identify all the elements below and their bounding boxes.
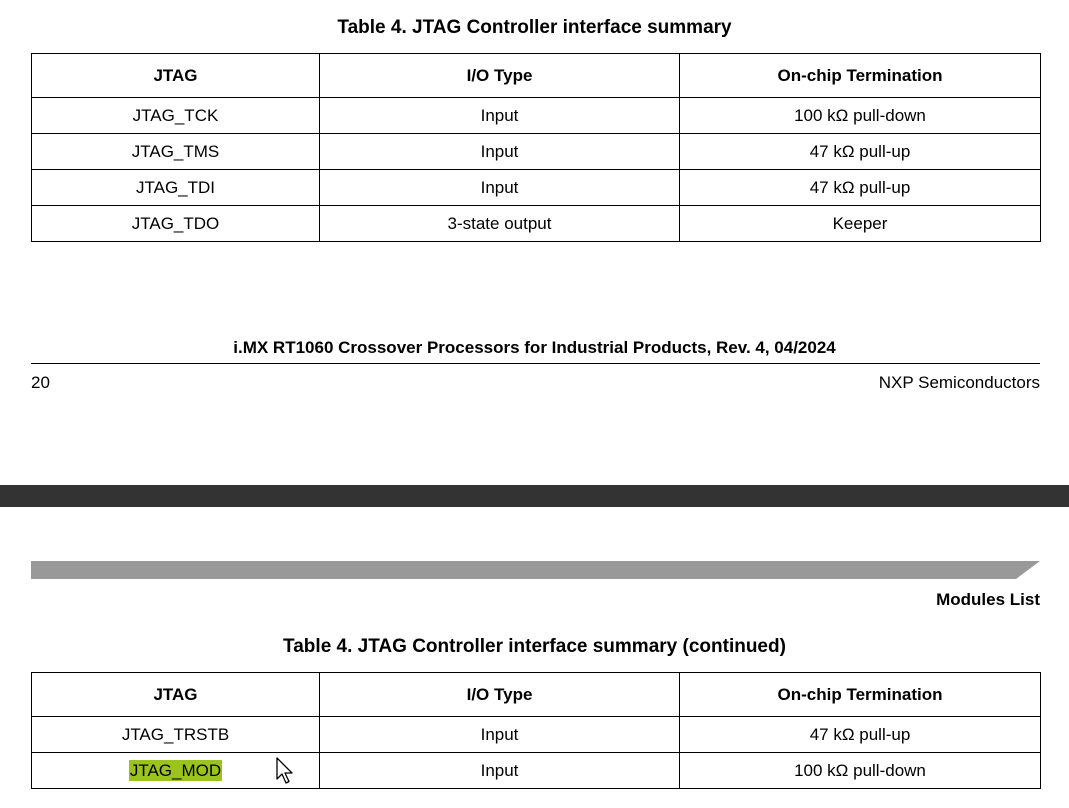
table-row: JTAG_MOD Input 100 kΩ pull-down (31, 752, 1041, 789)
table-caption: Table 4. JTAG Controller interface summa… (337, 17, 732, 38)
cell-termination: 100 kΩ pull-down (679, 752, 1041, 789)
section-header-bar (31, 561, 1040, 579)
table-row: JTAG_TCK Input 100 kΩ pull-down (31, 97, 1041, 134)
table-row: JTAG_TDI Input 47 kΩ pull-up (31, 169, 1041, 206)
cell-termination: Keeper (679, 205, 1041, 242)
arrow-cursor-icon (276, 757, 293, 784)
cell-termination: 47 kΩ pull-up (679, 716, 1041, 753)
cell-jtag: JTAG_TDI (31, 169, 320, 206)
column-header-io-type: I/O Type (319, 672, 680, 717)
table-row: JTAG_TRSTB Input 47 kΩ pull-up (31, 716, 1041, 753)
cell-io-type: Input (319, 133, 680, 170)
cell-jtag[interactable]: JTAG_MOD (31, 752, 320, 789)
table-row: JTAG_TMS Input 47 kΩ pull-up (31, 133, 1041, 170)
table-header-row: JTAG I/O Type On-chip Termination (31, 53, 1041, 98)
highlighted-text[interactable]: JTAG_MOD (128, 759, 223, 781)
cell-jtag: JTAG_TCK (31, 97, 320, 134)
column-header-jtag: JTAG (31, 53, 320, 98)
cell-io-type: Input (319, 716, 680, 753)
cell-termination: 100 kΩ pull-down (679, 97, 1041, 134)
cell-io-type: Input (319, 169, 680, 206)
jtag-summary-table-continued: JTAG I/O Type On-chip Termination JTAG_T… (31, 672, 1041, 789)
table-row: JTAG_TDO 3-state output Keeper (31, 205, 1041, 242)
column-header-termination: On-chip Termination (679, 53, 1041, 98)
company-name: NXP Semiconductors (878, 373, 1040, 392)
cell-io-type: Input (319, 97, 680, 134)
page-separator (0, 485, 1069, 507)
column-header-io-type: I/O Type (319, 53, 680, 98)
table-caption-continued: Table 4. JTAG Controller interface summa… (283, 636, 786, 657)
cell-termination: 47 kΩ pull-up (679, 133, 1041, 170)
column-header-termination: On-chip Termination (679, 672, 1041, 717)
jtag-summary-table: JTAG I/O Type On-chip Termination JTAG_T… (31, 53, 1041, 242)
page-number: 20 (31, 373, 50, 392)
cell-jtag: JTAG_TMS (31, 133, 320, 170)
column-header-jtag: JTAG (31, 672, 320, 717)
cell-jtag: JTAG_TDO (31, 205, 320, 242)
table-header-row: JTAG I/O Type On-chip Termination (31, 672, 1041, 717)
cell-jtag: JTAG_TRSTB (31, 716, 320, 753)
footer-divider (31, 363, 1040, 364)
cell-io-type: Input (319, 752, 680, 789)
cell-io-type: 3-state output (319, 205, 680, 242)
section-label: Modules List (936, 590, 1040, 609)
document-footer-title: i.MX RT1060 Crossover Processors for Ind… (233, 338, 836, 357)
cell-termination: 47 kΩ pull-up (679, 169, 1041, 206)
